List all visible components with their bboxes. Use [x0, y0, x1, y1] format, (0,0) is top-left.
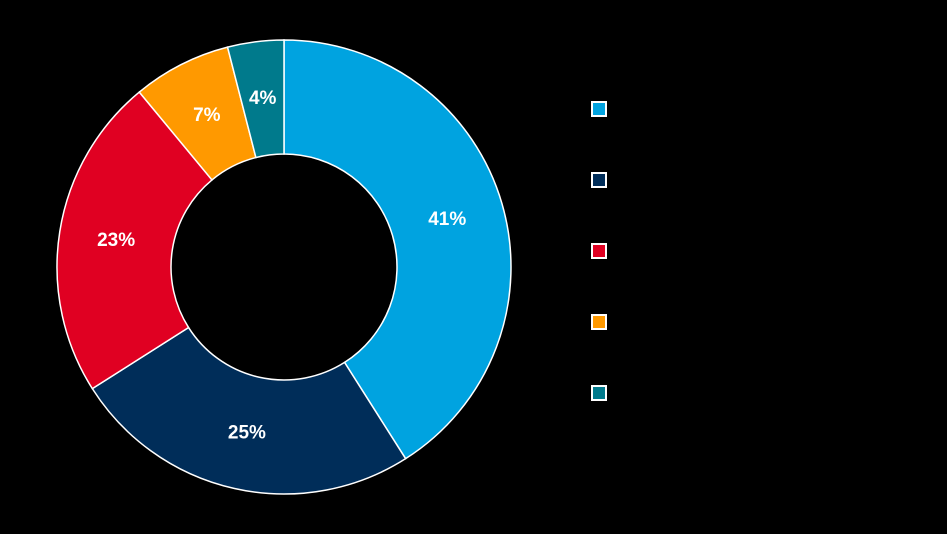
legend-marker	[591, 101, 607, 117]
slice-percent-label: 23%	[97, 230, 135, 251]
legend-item	[591, 101, 791, 117]
slice-percent-label: 4%	[249, 88, 277, 109]
legend-item	[591, 243, 791, 259]
slice-percent-label: 41%	[428, 209, 466, 230]
donut-slice	[91, 326, 407, 495]
donut-slice	[56, 91, 214, 390]
donut-labels: 41% 25% 23% 7% 4%	[97, 88, 466, 444]
legend-marker	[591, 172, 607, 188]
legend-item	[591, 385, 791, 401]
legend-marker	[591, 314, 607, 330]
slice-percent-label: 7%	[193, 105, 221, 126]
donut-slice	[226, 39, 285, 159]
legend-marker	[591, 385, 607, 401]
slice-percent-label: 25%	[228, 422, 266, 443]
donut-slice	[283, 39, 512, 460]
legend-marker	[591, 243, 607, 259]
donut-slices	[56, 39, 512, 495]
legend-item	[591, 172, 791, 188]
legend-item	[591, 314, 791, 330]
